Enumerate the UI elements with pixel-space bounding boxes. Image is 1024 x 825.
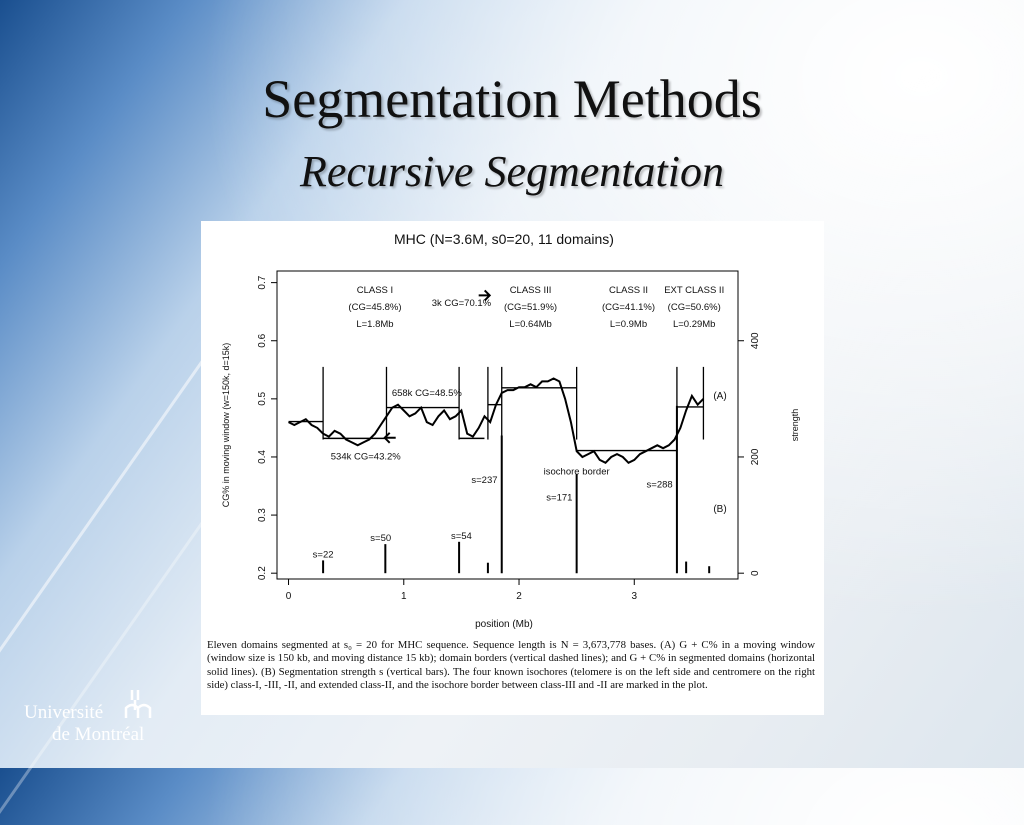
x-axis-label: position (Mb) <box>475 619 533 630</box>
strength-label: s=288 <box>647 480 673 491</box>
y-axis: 0.2 0.3 0.4 0.5 0.6 0.7 <box>257 275 277 580</box>
right-arrow-icon <box>478 289 492 302</box>
class-label: CLASS I <box>357 285 393 296</box>
x-tick-label: 2 <box>516 591 522 602</box>
class-label: (CG=41.1%) <box>602 302 655 313</box>
annotation-label: 658k CG=48.5% <box>392 388 463 399</box>
x-tick-label: 0 <box>286 591 292 602</box>
x-axis: 0 1 2 3 <box>286 579 637 602</box>
strength-label: s=171 <box>546 492 572 503</box>
class-label: L=0.9Mb <box>610 319 647 330</box>
y2-axis: 0 200 400 <box>738 332 761 576</box>
logo-text-line1: Université <box>24 702 104 723</box>
chart-title: MHC (N=3.6M, s0=20, 11 domains) <box>394 231 614 247</box>
logo-text-line2: de Montréal <box>52 724 145 745</box>
strength-label: s=54 <box>451 531 472 542</box>
annotation-label: 3k CG=70.1% <box>432 298 492 309</box>
left-arrow-icon <box>383 432 396 444</box>
class-label: CLASS II <box>609 285 648 296</box>
strength-label: s=50 <box>370 533 391 544</box>
y2-tick-label: 400 <box>750 332 761 349</box>
class-label: L=0.29Mb <box>673 319 716 330</box>
panel-label-b: (B) <box>713 504 726 515</box>
class-label: (CG=50.6%) <box>668 302 721 313</box>
class-label: CLASS III <box>510 285 552 296</box>
strength-label: s=237 <box>471 475 497 486</box>
y-tick-label: 0.5 <box>257 391 268 405</box>
y2-tick-label: 0 <box>750 570 761 576</box>
background-light-streak <box>0 348 212 695</box>
figure-caption: Eleven domains segmented at s₀ = 20 for … <box>207 639 815 691</box>
class-label: EXT CLASS II <box>664 285 724 296</box>
y-tick-label: 0.4 <box>257 450 268 464</box>
annotation-label: isochore border <box>544 466 610 477</box>
x-tick-label: 3 <box>631 591 637 602</box>
chart-marks: s=22 s=50 s=54 s=237 s=171 s=288 CLASS I (CG=45… <box>288 285 727 574</box>
y-tick-label: 0.3 <box>257 508 268 522</box>
slide-title: Segmentation Methods <box>262 69 762 129</box>
x-tick-label: 1 <box>401 591 407 602</box>
class-label: L=0.64Mb <box>509 319 552 330</box>
figure-panel: MHC (N=3.6M, s0=20, 11 domains) 0 1 2 3 0.2… <box>201 221 824 715</box>
class-label: (CG=45.8%) <box>348 302 401 313</box>
y2-tick-label: 200 <box>750 448 761 465</box>
plot-frame <box>276 270 739 580</box>
university-logo: Université de Montréal <box>24 688 194 748</box>
annotation-label: 534k CG=43.2% <box>331 451 402 462</box>
class-label: L=1.8Mb <box>356 319 393 330</box>
panel-label-a: (A) <box>713 391 726 402</box>
y-tick-label: 0.2 <box>257 566 268 580</box>
slide-subtitle: Recursive Segmentation <box>300 147 724 196</box>
mhc-segmentation-chart: MHC (N=3.6M, s0=20, 11 domains) 0 1 2 3 0.2… <box>221 231 800 630</box>
y-axis-label: CG% in moving window (w=150k, d=15k) <box>221 343 231 508</box>
y2-axis-label: strength <box>790 409 800 442</box>
y-tick-label: 0.6 <box>257 333 268 347</box>
y-tick-label: 0.7 <box>257 275 268 289</box>
strength-label: s=22 <box>313 549 334 560</box>
udem-logo-icon <box>124 690 152 718</box>
class-label: (CG=51.9%) <box>504 302 557 313</box>
